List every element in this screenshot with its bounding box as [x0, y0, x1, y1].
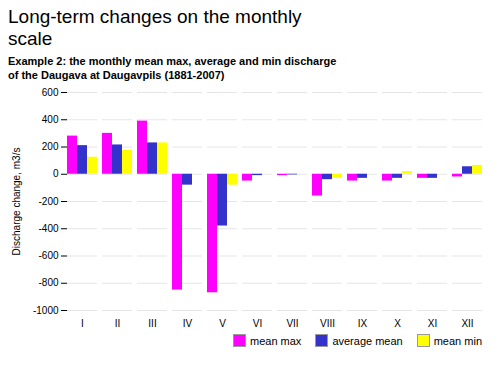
svg-text:III: III [148, 318, 156, 329]
svg-text:VII: VII [286, 318, 298, 329]
html-text:mean min: mean min [433, 334, 482, 347]
svg-text:-800: -800 [38, 277, 58, 288]
html-text:Example 2: the monthly mean ma: Example 2: the monthly mean max, average… [8, 55, 337, 81]
svg-text:-1000: -1000 [33, 305, 59, 316]
svg-text:600: 600 [42, 87, 59, 98]
svg-text:XII: XII [461, 318, 473, 329]
svg-text:200: 200 [42, 141, 59, 152]
svg-text:0: 0 [53, 168, 59, 179]
svg-text:I: I [81, 318, 84, 329]
svg-text:VIII: VIII [320, 318, 335, 329]
svg-text:VI: VI [253, 318, 262, 329]
svg-text:XI: XI [428, 318, 437, 329]
svg-text:IV: IV [183, 318, 193, 329]
svg-text:X: X [394, 318, 401, 329]
svg-text:400: 400 [42, 114, 59, 125]
svg-text:V: V [219, 318, 226, 329]
svg-text:-600: -600 [38, 250, 58, 261]
html-text:average mean: average mean [332, 334, 403, 347]
svg-text:-200: -200 [38, 196, 58, 207]
svg-text:II: II [115, 318, 121, 329]
svg-text:IX: IX [358, 318, 368, 329]
html-text:Long-term changes on the month: Long-term changes on the monthly scale [8, 6, 302, 49]
svg-text:Discharge change, m3/s: Discharge change, m3/s [11, 148, 22, 256]
html-text:mean max: mean max [250, 334, 302, 347]
svg-text:-400: -400 [38, 223, 58, 234]
